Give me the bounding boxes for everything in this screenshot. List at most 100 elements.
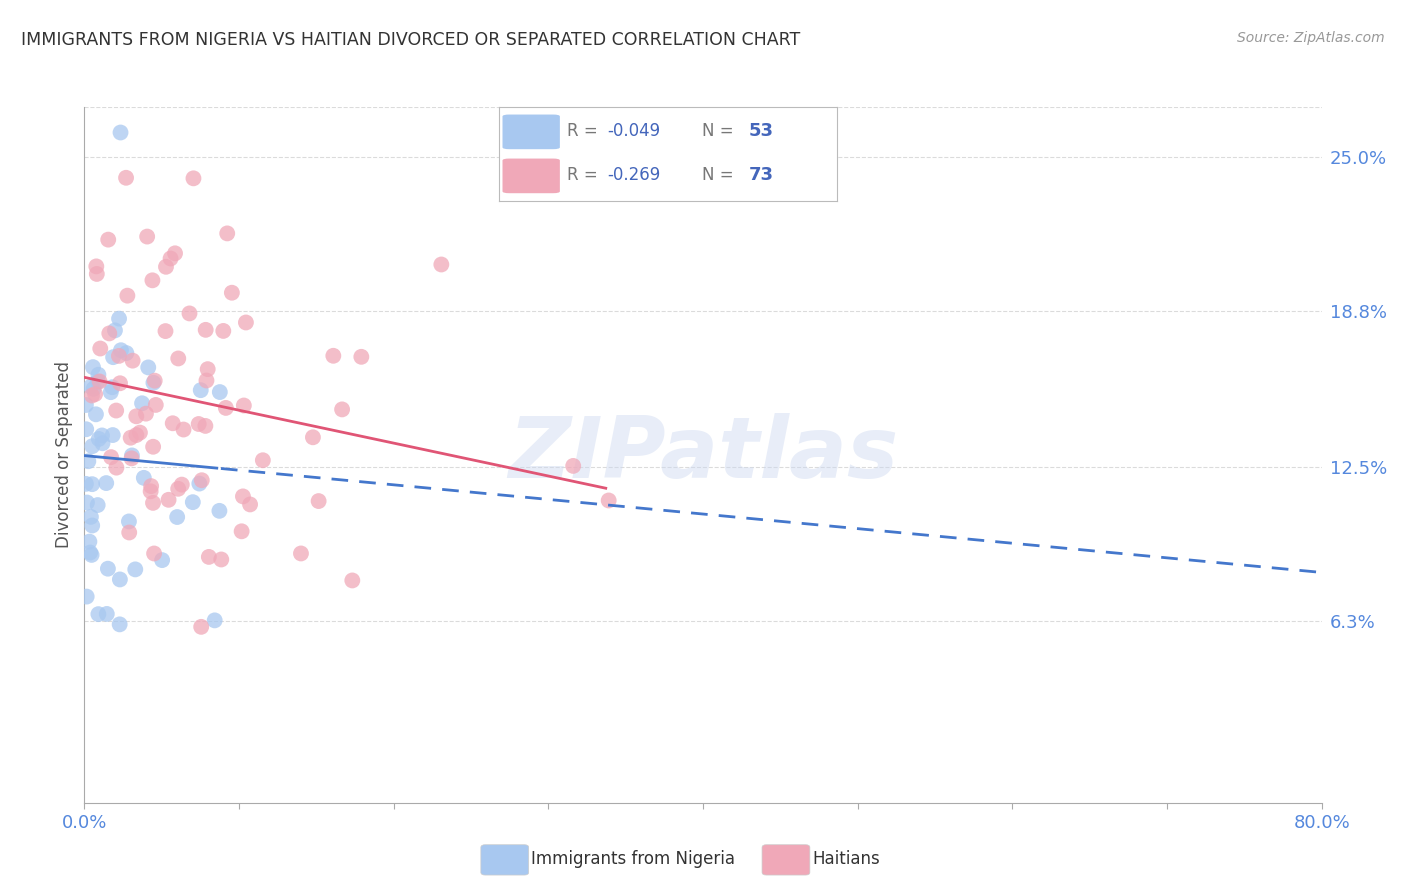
Point (108, 617, 131, 632)
Point (82, 477, 104, 491)
Point (124, 562, 146, 576)
Point (80, 509, 103, 524)
Point (105, 460, 128, 475)
Point (135, 407, 157, 421)
Point (118, 515, 141, 529)
Point (143, 374, 166, 388)
Point (308, 494, 330, 508)
Point (143, 547, 166, 561)
Point (87, 607, 110, 621)
Point (121, 353, 143, 368)
Text: -0.049: -0.049 (607, 122, 661, 140)
Point (101, 428, 124, 442)
Point (87, 375, 110, 389)
Point (430, 258, 453, 272)
Point (83, 382, 105, 396)
Point (342, 574, 364, 588)
Point (97, 233, 120, 247)
Point (82, 518, 104, 533)
Point (125, 409, 148, 424)
Point (197, 362, 219, 376)
Point (239, 498, 262, 512)
Point (108, 376, 131, 391)
Point (217, 227, 239, 241)
Text: IMMIGRANTS FROM NIGERIA VS HAITIAN DIVORCED OR SEPARATED CORRELATION CHART: IMMIGRANTS FROM NIGERIA VS HAITIAN DIVOR… (21, 31, 800, 49)
Point (87, 432, 110, 446)
FancyBboxPatch shape (502, 159, 560, 194)
Point (141, 273, 163, 287)
Point (101, 380, 124, 394)
Text: -0.269: -0.269 (607, 167, 661, 185)
Point (209, 552, 232, 566)
Point (322, 349, 344, 363)
Point (91, 428, 114, 442)
Point (84, 407, 107, 421)
Point (187, 417, 209, 431)
Point (79, 545, 101, 559)
Point (125, 428, 148, 442)
Point (155, 324, 177, 338)
Point (82, 360, 104, 375)
Point (195, 374, 218, 388)
Point (86, 260, 108, 274)
Text: ZIPatlas: ZIPatlas (508, 413, 898, 497)
Point (159, 252, 181, 266)
Text: 53: 53 (749, 122, 773, 140)
Point (302, 430, 325, 444)
Point (350, 350, 373, 364)
Point (142, 496, 165, 510)
Point (108, 311, 131, 326)
Point (232, 399, 254, 413)
Point (76, 495, 98, 509)
Point (562, 458, 585, 473)
Point (170, 477, 193, 491)
Point (84, 387, 107, 401)
Point (86, 498, 108, 512)
Point (80, 548, 103, 562)
Point (166, 510, 188, 524)
Point (75, 422, 97, 436)
Point (115, 170, 138, 185)
Point (162, 417, 184, 431)
Point (108, 349, 131, 363)
Point (330, 402, 353, 417)
Point (204, 613, 226, 627)
Point (100, 385, 122, 400)
Point (290, 546, 312, 560)
Point (173, 423, 195, 437)
Point (76, 590, 98, 604)
Point (145, 398, 167, 412)
Point (87, 368, 110, 382)
Point (221, 285, 243, 300)
Point (212, 324, 235, 338)
Point (136, 360, 159, 375)
Point (108, 573, 131, 587)
Point (198, 549, 221, 564)
Text: 73: 73 (749, 167, 773, 185)
Point (97, 562, 120, 576)
Point (194, 418, 217, 433)
Point (105, 403, 128, 417)
Point (142, 440, 165, 454)
Point (79, 534, 101, 549)
Text: R =: R = (567, 167, 603, 185)
Point (142, 376, 165, 390)
Point (91, 436, 114, 450)
Point (598, 493, 620, 508)
Point (110, 343, 132, 358)
Point (89, 375, 111, 389)
Point (179, 306, 201, 320)
Text: R =: R = (567, 122, 603, 140)
Point (208, 385, 231, 400)
Point (117, 288, 139, 302)
Point (132, 471, 155, 485)
Point (232, 490, 254, 504)
Point (129, 425, 152, 440)
Point (118, 525, 141, 540)
Point (89, 342, 111, 356)
Point (75, 398, 97, 412)
Point (150, 553, 173, 567)
FancyBboxPatch shape (502, 114, 560, 149)
Point (183, 171, 205, 186)
Point (231, 524, 253, 539)
